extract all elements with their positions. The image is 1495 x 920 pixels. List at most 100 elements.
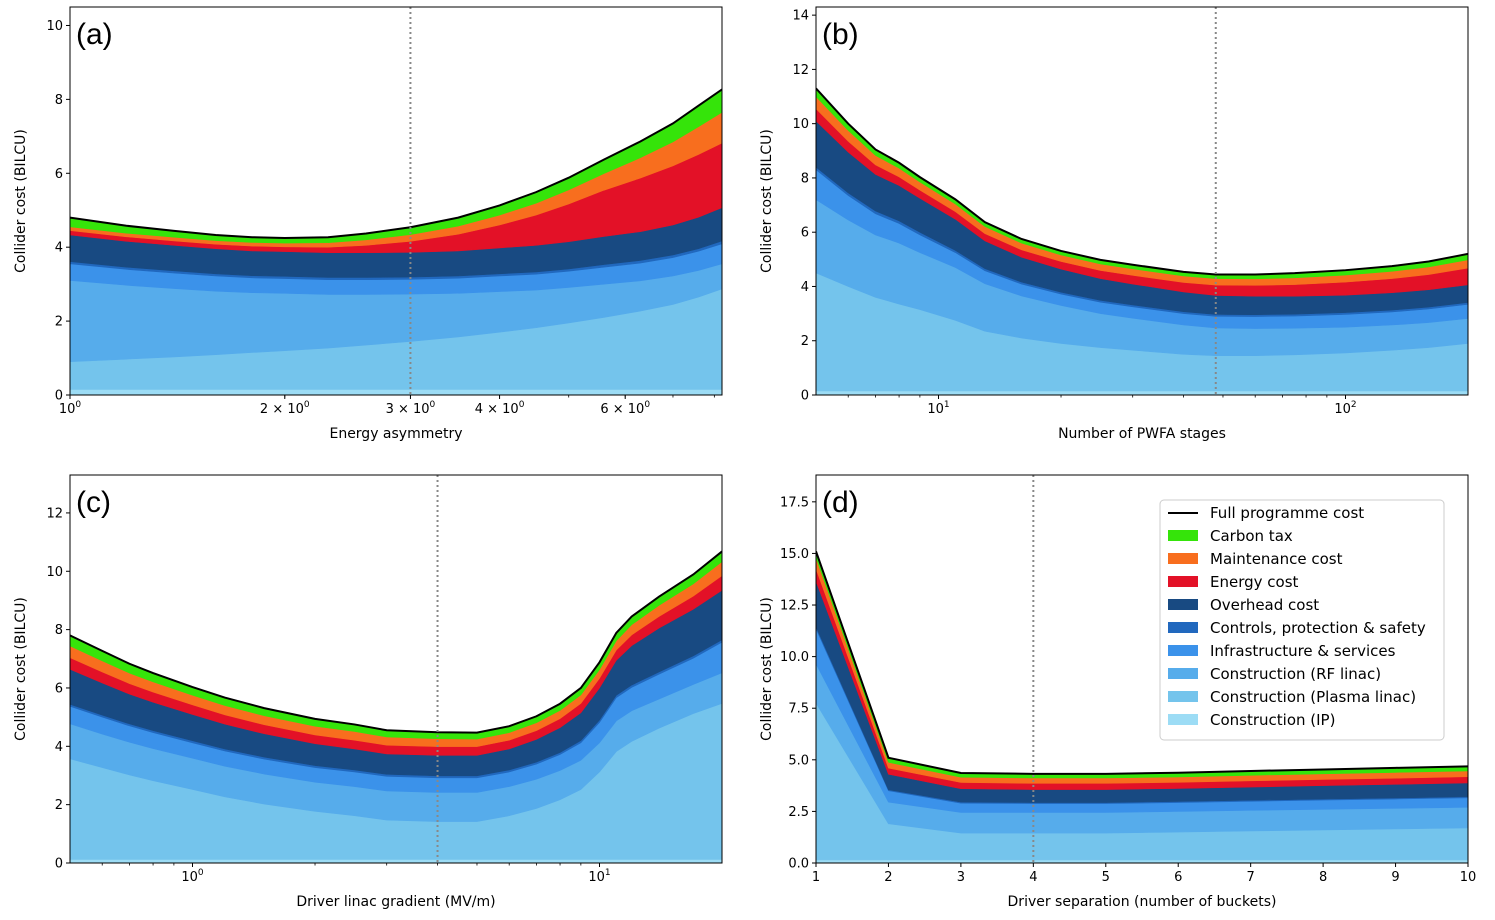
plot-area: [816, 7, 1468, 395]
legend-label: Controls, protection & safety: [1210, 619, 1426, 637]
y-axis-label: Collider cost (BILCU): [13, 597, 29, 741]
y-tick-label: 10.0: [780, 650, 809, 665]
area-ip: [70, 859, 722, 863]
x-tick-label: 4 × 100: [475, 400, 525, 417]
x-tick-label: 100: [181, 868, 204, 885]
y-tick-label: 17.5: [780, 495, 809, 510]
panel-label: (c): [76, 486, 111, 519]
x-tick-label: 7: [1247, 870, 1255, 885]
x-tick-label: 102: [1334, 400, 1356, 417]
axes-frame: [815, 6, 1469, 396]
legend-item-maintenance: Maintenance cost: [1168, 550, 1343, 568]
y-tick-label: 6: [801, 226, 809, 241]
legend-label: Construction (RF linac): [1210, 665, 1381, 683]
legend-item-overhead: Overhead cost: [1168, 596, 1319, 614]
legend-item-full: Full programme cost: [1168, 504, 1364, 522]
legend-item-controls: Controls, protection & safety: [1168, 619, 1426, 637]
area-ip: [816, 390, 1468, 395]
legend-swatch: [1168, 691, 1198, 702]
x-tick-label: 3: [957, 870, 965, 885]
axes-frame: [815, 474, 1469, 864]
plot-area: [70, 475, 722, 863]
area-ip: [70, 389, 722, 395]
legend-swatch: [1168, 530, 1198, 541]
y-tick-label: 6: [55, 681, 63, 696]
x-tick-label: 101: [927, 400, 949, 417]
x-tick-label: 1: [812, 870, 820, 885]
line-full-programme-cost: [816, 551, 1468, 775]
y-tick-label: 10: [46, 565, 63, 580]
legend-swatch: [1168, 576, 1198, 587]
legend-swatch: [1168, 645, 1198, 656]
y-tick-label: 12.5: [780, 599, 809, 614]
legend-label: Overhead cost: [1210, 596, 1319, 614]
legend-swatch: [1168, 599, 1198, 610]
y-tick-label: 14: [792, 9, 809, 24]
legend: Full programme cost Carbon tax Maintenance…: [1159, 499, 1445, 741]
x-axis-label: Driver separation (number of buckets): [1008, 894, 1277, 910]
legend-swatch: [1168, 714, 1198, 725]
legend-item-rf: Construction (RF linac): [1168, 665, 1381, 683]
panel-label: (a): [76, 18, 113, 51]
legend-item-plasma: Construction (Plasma linac): [1168, 688, 1416, 706]
x-tick-label: 100: [59, 400, 82, 417]
y-axis-label: Collider cost (BILCU): [759, 597, 775, 741]
x-tick-label: 5: [1102, 870, 1110, 885]
x-axis-label: Number of PWFA stages: [1058, 426, 1226, 442]
legend-label: Maintenance cost: [1210, 550, 1343, 568]
legend-label: Infrastructure & services: [1210, 642, 1396, 660]
y-tick-label: 6: [55, 167, 63, 182]
x-tick-label: 9: [1391, 870, 1399, 885]
legend-swatch: [1168, 553, 1198, 564]
legend-label: Construction (IP): [1210, 711, 1335, 729]
legend-swatch: [1168, 622, 1198, 633]
legend-item-ip: Construction (IP): [1168, 711, 1335, 729]
y-tick-label: 8: [55, 93, 63, 108]
y-tick-label: 4: [55, 740, 63, 755]
legend-label: Construction (Plasma linac): [1210, 688, 1416, 706]
x-tick-label: 3 × 100: [386, 400, 436, 417]
legend-swatch: [1168, 668, 1198, 679]
y-tick-label: 2: [55, 315, 63, 330]
legend-label: Carbon tax: [1210, 527, 1293, 545]
y-tick-label: 8: [55, 623, 63, 638]
y-tick-label: 12: [46, 506, 63, 521]
y-tick-label: 2: [55, 798, 63, 813]
y-tick-label: 5.0: [788, 753, 809, 768]
y-tick-label: 0: [55, 389, 63, 404]
x-tick-label: 6: [1174, 870, 1182, 885]
y-tick-label: 12: [792, 63, 809, 78]
x-axis-label: Driver linac gradient (MV/m): [296, 894, 495, 910]
x-axis-label: Energy asymmetry: [329, 426, 462, 442]
x-tick-label: 2: [884, 870, 892, 885]
axes-frame: [69, 474, 723, 864]
panel-a: 0 2 4 6 8 10 100 2 × 100 3 × 100 4 × 100 6 × 100 En…: [13, 6, 723, 442]
plot-area: [70, 7, 722, 395]
y-axis-label: Collider cost (BILCU): [759, 129, 775, 273]
panel-b: 0 2 4 6 8 10 12 14 101 102 Number of PWFA stages Co…: [759, 6, 1469, 442]
y-tick-label: 7.5: [788, 702, 809, 717]
line-full-programme-cost: [70, 88, 722, 239]
legend-item-carbon: Carbon tax: [1168, 527, 1293, 545]
panel-c: 0 2 4 6 8 10 12 100 101 Driver linac gradient (MV…: [13, 474, 723, 910]
panel-label: (d): [822, 486, 859, 519]
x-tick-label: 101: [588, 868, 610, 885]
y-tick-label: 15.0: [780, 547, 809, 562]
y-tick-label: 4: [801, 280, 809, 295]
panel-d: 0.0 2.5 5.0 7.5 10.0 12.5 15.0 17.5 1 2 3 4 5 6 7 8 9 10 D…: [759, 474, 1476, 910]
y-tick-label: 8: [801, 171, 809, 186]
y-tick-label: 2.5: [788, 805, 809, 820]
y-tick-label: 10: [46, 19, 63, 34]
line-full-programme-cost: [70, 550, 722, 734]
y-tick-label: 0: [55, 857, 63, 872]
legend-label: Energy cost: [1210, 573, 1299, 591]
x-tick-label: 2 × 100: [260, 400, 310, 417]
x-tick-label: 6 × 100: [600, 400, 650, 417]
legend-frame: [1159, 499, 1445, 741]
y-tick-label: 2: [801, 334, 809, 349]
y-tick-label: 4: [55, 241, 63, 256]
line-full-programme-cost: [816, 87, 1468, 276]
y-axis-label: Collider cost (BILCU): [13, 129, 29, 273]
legend-item-energy: Energy cost: [1168, 573, 1299, 591]
